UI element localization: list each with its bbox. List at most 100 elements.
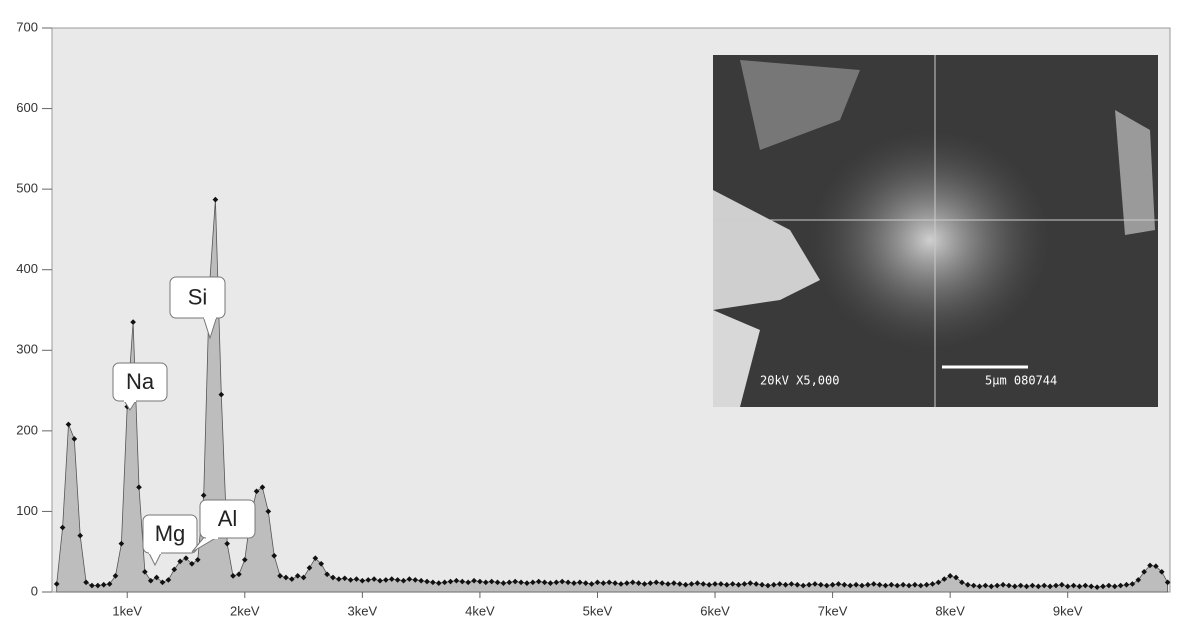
data-point [312, 555, 319, 561]
data-point [1064, 583, 1071, 590]
data-point [888, 581, 895, 588]
data-point [212, 196, 219, 203]
data-point [853, 581, 859, 588]
x-tick-label: 8keV [935, 603, 965, 618]
data-point [876, 581, 883, 588]
data-point [841, 581, 848, 588]
data-point [383, 577, 389, 583]
data-point [582, 580, 589, 586]
data-point [1041, 582, 1048, 589]
data-point [641, 581, 648, 587]
data-point [77, 532, 84, 539]
data-point [700, 581, 707, 587]
data-point [1035, 583, 1042, 590]
data-point [1088, 583, 1095, 590]
data-point [970, 582, 977, 589]
data-point [917, 582, 924, 589]
data-point [406, 576, 413, 582]
data-point [612, 580, 618, 586]
data-point [494, 579, 501, 586]
callout-cover [124, 398, 136, 402]
data-point [447, 578, 454, 585]
data-point [171, 566, 178, 573]
data-point [559, 578, 566, 585]
data-point [236, 571, 242, 578]
data-point [571, 580, 577, 586]
data-point [706, 581, 712, 588]
data-point [800, 582, 807, 589]
data-point [718, 581, 724, 587]
data-point [471, 577, 477, 584]
data-point [982, 582, 989, 589]
y-tick-label: 100 [16, 503, 38, 518]
data-point [947, 573, 953, 579]
y-tick-label: 600 [16, 100, 38, 115]
data-point [741, 581, 748, 587]
data-point [823, 582, 830, 589]
data-point [294, 573, 301, 579]
data-point [712, 581, 718, 587]
data-point [770, 581, 777, 588]
data-point [1000, 581, 1006, 588]
data-point [753, 581, 760, 587]
callout: Si [169, 276, 226, 340]
data-point [812, 581, 818, 587]
data-point [142, 569, 148, 575]
data-point [859, 582, 865, 589]
data-point [694, 580, 701, 586]
data-point [600, 580, 607, 586]
y-tick-label: 200 [16, 422, 38, 437]
data-point [265, 508, 272, 515]
data-point [1070, 582, 1077, 589]
data-point [929, 581, 936, 587]
data-point [776, 581, 783, 587]
x-tick-label: 1keV [112, 603, 142, 618]
callout-cover [206, 535, 218, 539]
data-point [165, 577, 172, 583]
data-point [653, 579, 660, 586]
data-point [177, 558, 183, 565]
data-point [894, 582, 901, 589]
data-point [259, 484, 266, 491]
data-point [729, 581, 736, 587]
data-point [1053, 582, 1059, 589]
data-point [359, 577, 366, 584]
data-point [71, 436, 78, 442]
data-point [53, 581, 60, 587]
data-point [847, 582, 854, 589]
data-point [865, 581, 871, 588]
callout-label: Na [126, 369, 155, 394]
data-point [541, 579, 548, 586]
data-point [377, 577, 383, 584]
data-point [547, 580, 554, 586]
data-point [218, 391, 225, 398]
data-point [347, 577, 354, 583]
data-point [882, 582, 889, 589]
data-point [1135, 577, 1142, 583]
data-point [1006, 582, 1012, 589]
data-point [659, 580, 665, 586]
inset-label: 5µm 080744 [985, 374, 1057, 388]
data-point [183, 555, 189, 561]
data-point [870, 581, 877, 587]
data-point [1076, 583, 1083, 590]
data-point [1100, 583, 1106, 590]
data-point [89, 582, 95, 589]
data-point [688, 581, 695, 587]
data-point [1017, 582, 1024, 589]
data-point [371, 576, 377, 582]
data-point [835, 581, 842, 587]
data-point [200, 492, 207, 499]
data-point [306, 565, 313, 571]
data-point [624, 580, 630, 586]
callout-box [169, 276, 226, 319]
data-point [318, 560, 325, 567]
callout-label: Si [188, 284, 208, 309]
data-point [964, 581, 971, 588]
data-point [65, 421, 72, 428]
data-point [283, 574, 289, 581]
data-point [341, 575, 348, 582]
data-point [1147, 562, 1153, 569]
data-point [271, 552, 278, 559]
data-point [394, 577, 401, 583]
